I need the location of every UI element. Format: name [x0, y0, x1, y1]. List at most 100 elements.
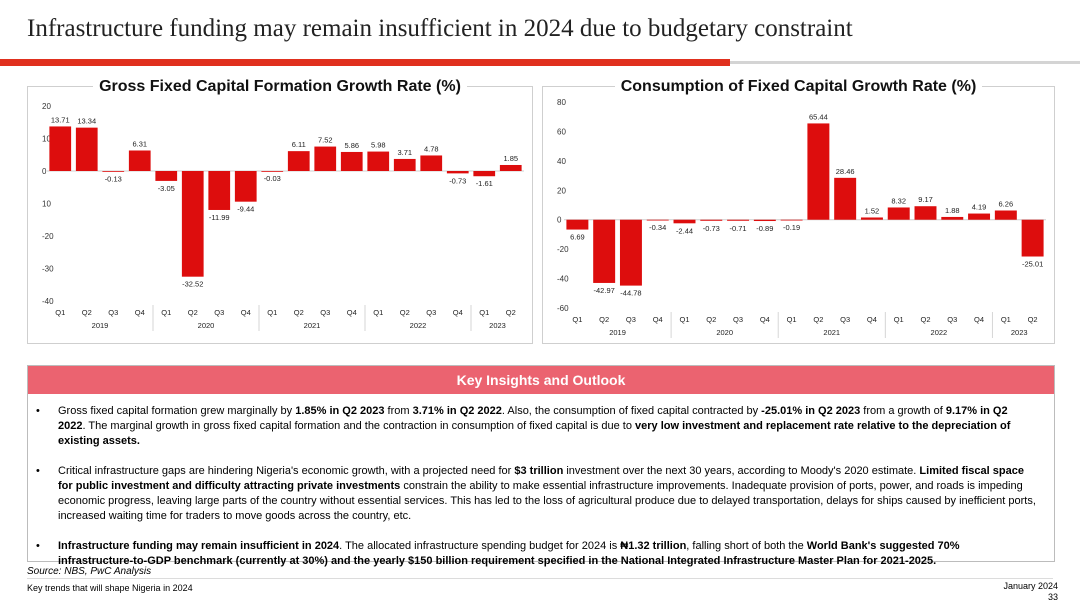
- cfc-bar: [1021, 219, 1044, 257]
- footer-date: January 2024: [1003, 581, 1058, 591]
- insight-1-bold: -25.01% in Q2 2023: [761, 405, 861, 417]
- cfc-bar: [727, 219, 750, 221]
- insight-3-bold: ₦1.32 trillion: [620, 540, 687, 552]
- cfc-data-label: 28.46: [836, 167, 855, 176]
- gfcf-data-label: 13.71: [51, 115, 70, 124]
- cfc-bar: [566, 219, 589, 230]
- gfcf-bar: [499, 164, 522, 171]
- cfc-bar: [887, 207, 910, 220]
- insight-2-bold: Limited fiscal space for public investme…: [58, 465, 1024, 492]
- gfcf-quarter-label: Q3: [320, 308, 330, 317]
- gfcf-ytick-label: -20: [42, 232, 54, 241]
- cfc-quarter-label: Q2: [706, 315, 716, 324]
- gfcf-year-label: 2019: [92, 321, 109, 330]
- gfcf-chart-title: Gross Fixed Capital Formation Growth Rat…: [93, 78, 467, 95]
- gfcf-bar: [102, 171, 125, 172]
- gfcf-quarter-label: Q2: [82, 308, 92, 317]
- cfc-data-label: 9.17: [918, 195, 933, 204]
- gfcf-data-label: -0.73: [449, 176, 466, 185]
- insight-2-bold: $3 trillion: [514, 465, 564, 477]
- insights-panel: Key Insights and Outlook Gross fixed cap…: [27, 365, 1055, 567]
- gfcf-data-label: 4.78: [424, 144, 439, 153]
- gfcf-chart: 20 10 0 10 -20 -30 -40 13.71 Q1 13.34 Q2 -0.13 Q3 6.3…: [42, 102, 524, 331]
- gfcf-data-label: -1.61: [476, 179, 493, 188]
- insight-1-bold: 1.85% in Q2 2023: [295, 405, 385, 417]
- cfc-quarter-label: Q1: [894, 315, 904, 324]
- cfc-bar: [646, 219, 669, 221]
- gfcf-data-label: -9.44: [237, 205, 254, 214]
- cfc-year-label: 2019: [609, 328, 626, 337]
- gfcf-ytick-label: 20: [42, 102, 51, 111]
- page-title: Infrastructure funding may remain insuff…: [27, 15, 853, 42]
- insights-list: Gross fixed capital formation grew margi…: [28, 404, 1054, 569]
- gfcf-quarter-label: Q2: [506, 308, 516, 317]
- cfc-ytick-label: 40: [557, 157, 566, 166]
- gfcf-quarter-label: Q4: [241, 308, 251, 317]
- insight-3-bold: Infrastructure funding may remain insuff…: [58, 540, 340, 552]
- insight-bullet-2: Critical infrastructure gaps are hinderi…: [36, 464, 1036, 524]
- gfcf-data-label: 3.71: [397, 148, 412, 157]
- gfcf-data-label: 7.52: [318, 136, 333, 145]
- insight-1-text: from: [384, 405, 413, 417]
- gfcf-bar: [367, 151, 390, 171]
- cfc-ytick-label: 20: [557, 186, 566, 195]
- cfc-data-label: 8.32: [891, 196, 906, 205]
- cfc-ytick-label: 60: [557, 127, 566, 136]
- cfc-quarter-label: Q2: [599, 315, 609, 324]
- cfc-data-label: -0.89: [756, 224, 773, 233]
- cfc-bar: [700, 219, 723, 221]
- gfcf-data-label: 13.34: [77, 117, 96, 126]
- gfcf-data-label: -32.52: [182, 280, 203, 289]
- gfcf-quarter-label: Q4: [453, 308, 463, 317]
- cfc-quarter-label: Q2: [920, 315, 930, 324]
- gfcf-quarter-label: Q2: [400, 308, 410, 317]
- gfcf-bar: [208, 171, 231, 210]
- page-number: 33: [1047, 592, 1058, 602]
- insight-bullet-1: Gross fixed capital formation grew margi…: [36, 404, 1036, 449]
- insight-2-text: Critical infrastructure gaps are hinderi…: [58, 465, 515, 477]
- gfcf-ytick-label: 0: [42, 167, 47, 176]
- cfc-bar: [619, 219, 642, 286]
- cfc-data-label: -0.73: [703, 224, 720, 233]
- cfc-ytick-label: 0: [557, 216, 562, 225]
- gfcf-quarter-label: Q1: [55, 308, 65, 317]
- gfcf-ytick-label: 10: [42, 135, 51, 144]
- cfc-bar: [780, 219, 803, 221]
- cfc-data-label: 6.69: [570, 233, 585, 242]
- gfcf-data-label: 5.86: [344, 141, 359, 150]
- gfcf-quarter-label: Q1: [373, 308, 383, 317]
- cfc-data-label: -0.34: [649, 223, 666, 232]
- cfc-bar: [994, 210, 1017, 220]
- gfcf-data-label: -3.05: [158, 184, 175, 193]
- gfcf-ytick-label: -30: [42, 265, 54, 274]
- insight-2-text: constrain the ability to make essential …: [58, 480, 1036, 522]
- gfcf-data-label: 1.85: [503, 154, 518, 163]
- insight-bullet-3: Infrastructure funding may remain insuff…: [36, 539, 1036, 569]
- cfc-quarter-label: Q4: [653, 315, 663, 324]
- cfc-data-label: 4.19: [972, 203, 987, 212]
- gfcf-bar: [128, 150, 151, 171]
- insights-header: Key Insights and Outlook: [28, 366, 1054, 394]
- insight-1-text: from a growth of: [860, 405, 946, 417]
- insight-1-text: . Also, the consumption of fixed capital…: [501, 405, 762, 417]
- insight-3-bold: World Bank's suggested 70% infrastructur…: [58, 540, 960, 567]
- title-rule-gray: [730, 61, 1080, 64]
- gfcf-bar: [234, 171, 257, 202]
- gfcf-quarter-label: Q3: [426, 308, 436, 317]
- cfc-ytick-label: 80: [557, 98, 566, 107]
- cfc-data-label: 6.26: [999, 200, 1014, 209]
- gfcf-quarter-label: Q1: [267, 308, 277, 317]
- gfcf-quarter-label: Q1: [479, 308, 489, 317]
- gfcf-year-label: 2021: [304, 321, 321, 330]
- cfc-data-label: -25.01: [1022, 260, 1043, 269]
- gfcf-data-label: 5.98: [371, 141, 386, 150]
- source-note: Source: NBS, PwC Analysis: [27, 566, 152, 577]
- cfc-quarter-label: Q3: [626, 315, 636, 324]
- gfcf-bar: [261, 171, 284, 172]
- gfcf-quarter-label: Q4: [347, 308, 357, 317]
- cfc-bar: [753, 219, 776, 222]
- insight-1-bold: 3.71% in Q2 2022: [412, 405, 502, 417]
- gfcf-data-label: -0.03: [264, 174, 281, 183]
- cfc-chart-title-wrap: Consumption of Fixed Capital Growth Rate…: [543, 78, 1054, 96]
- cfc-bar: [914, 206, 937, 220]
